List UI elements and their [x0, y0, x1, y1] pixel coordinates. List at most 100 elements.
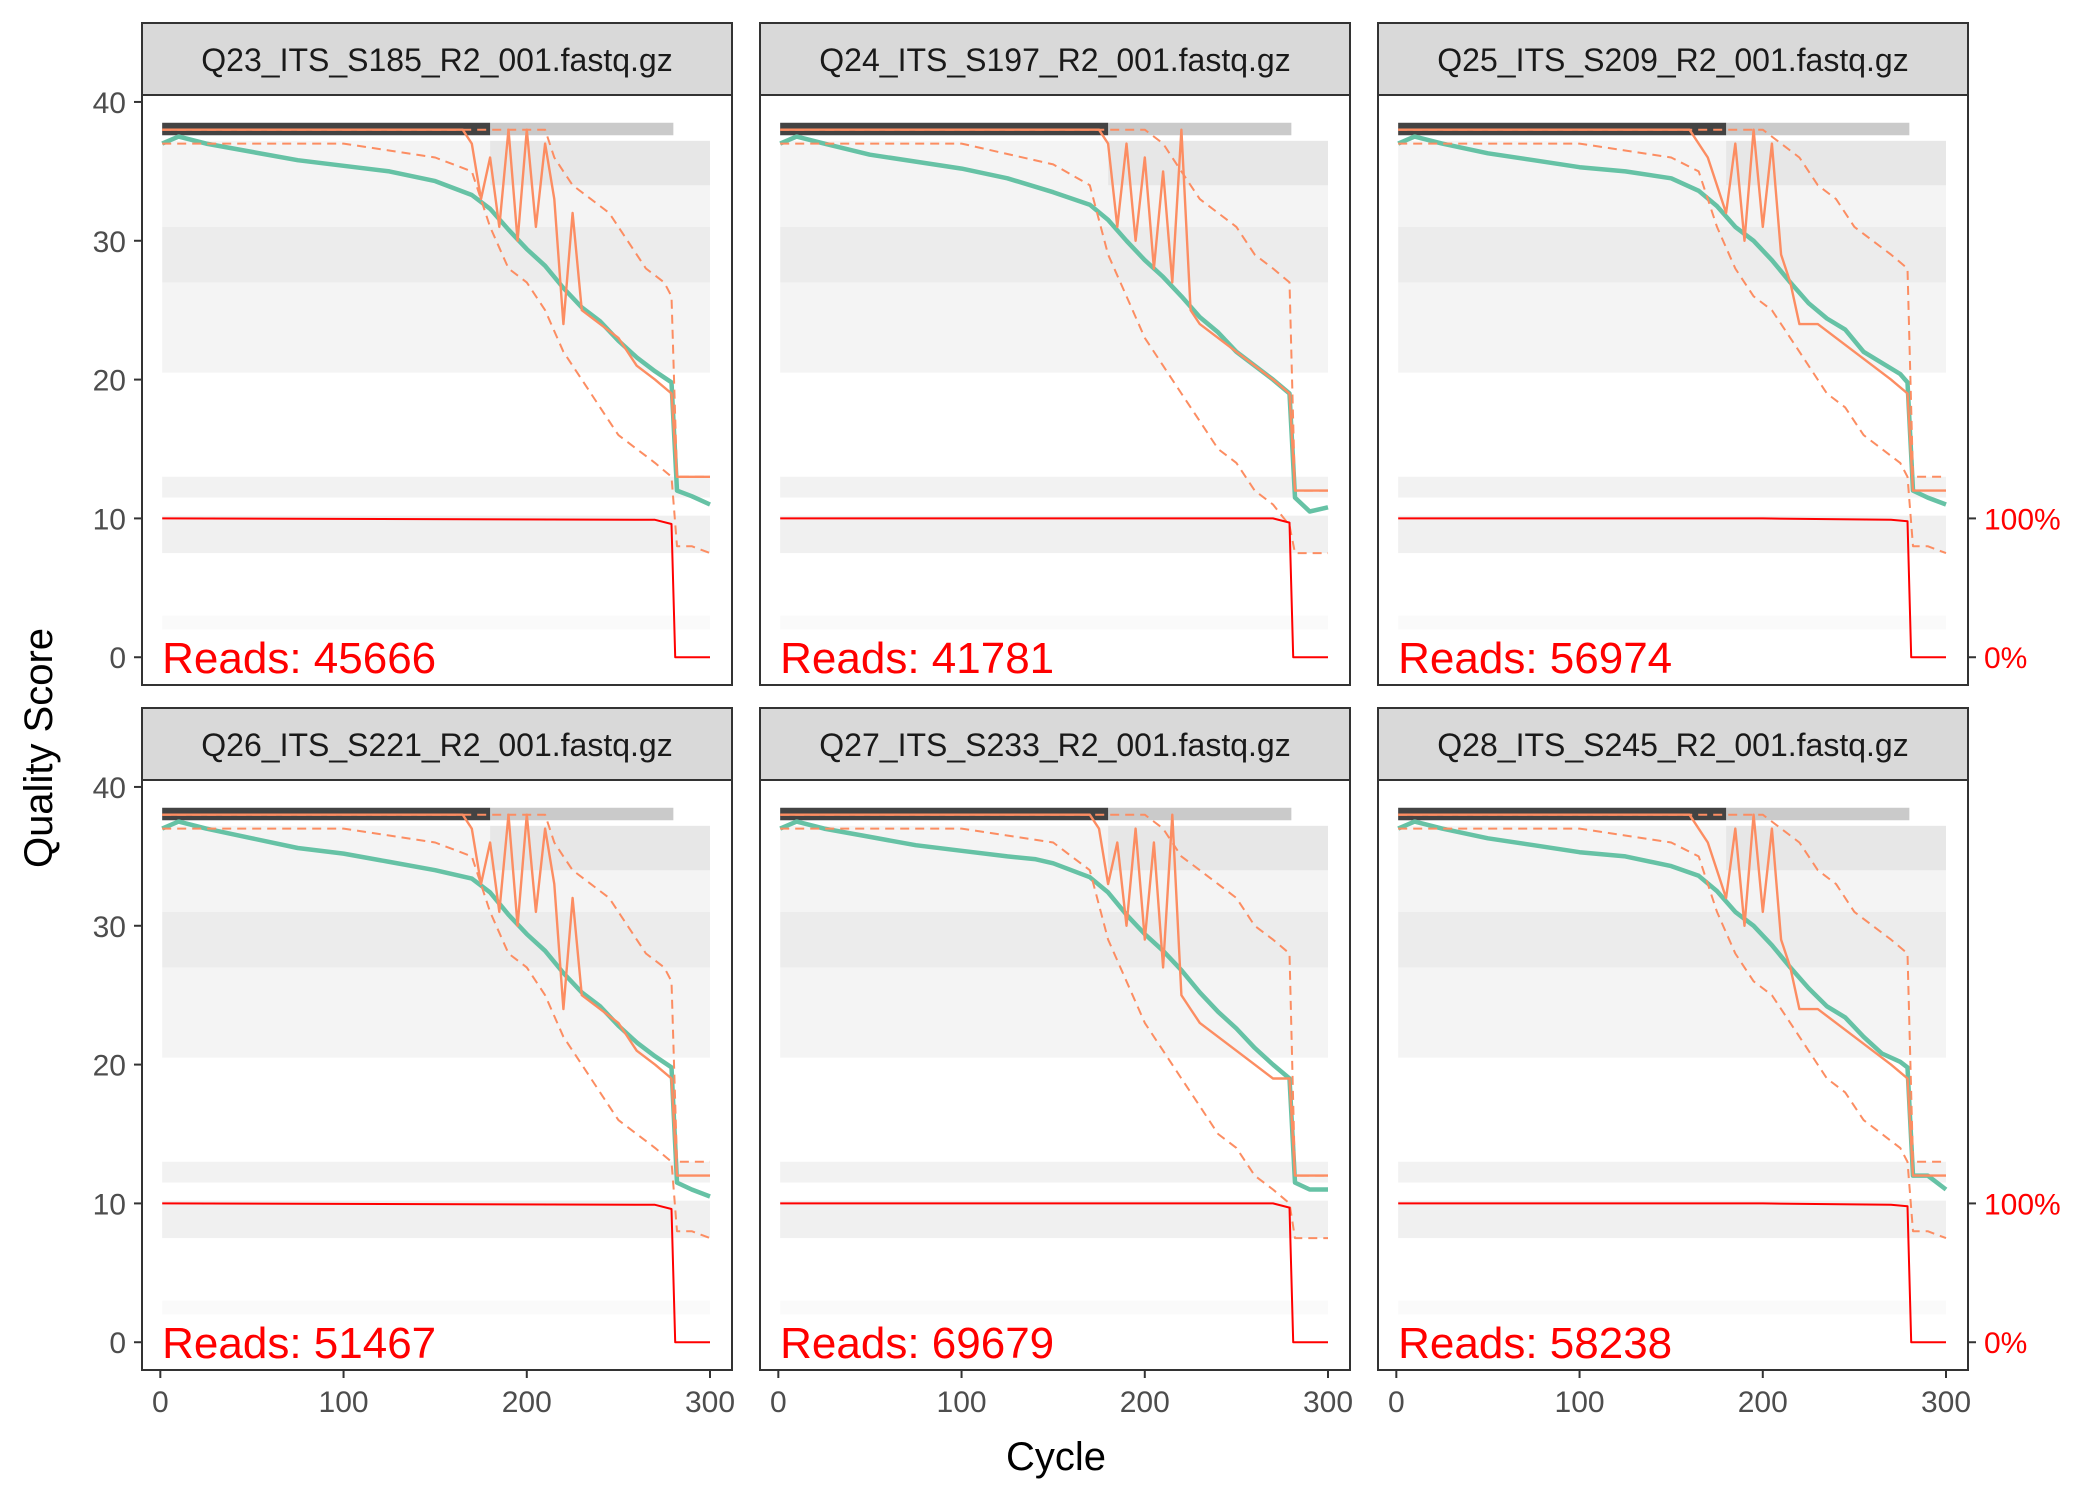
x-tick-label: 300 — [685, 1386, 735, 1419]
heatmap-band — [1726, 825, 1947, 871]
series-line-median — [1398, 813, 1946, 1177]
series-line-cumulative — [780, 517, 1328, 659]
y-tick-label: 20 — [93, 365, 126, 398]
x-tick-label: 0 — [152, 1386, 169, 1419]
series-line-cumulative — [162, 1202, 710, 1344]
series-line-q25 — [1398, 827, 1947, 1240]
x-tick-label: 300 — [1921, 1386, 1971, 1419]
x-tick-label: 100 — [1555, 1386, 1605, 1419]
reads-count-label: Reads: 58238 — [1398, 1319, 1672, 1368]
heatmap-band — [780, 1200, 1329, 1239]
reads-count-label: Reads: 56974 — [1398, 634, 1672, 683]
y-tick-label: 0 — [109, 1327, 126, 1360]
panel-border — [759, 779, 1351, 1371]
heatmap-band — [1108, 825, 1329, 871]
facet-panel: Q27_ITS_S233_R2_001.fastq.gz Reads: 69679… — [759, 707, 1353, 1419]
y-tick-label: 0 — [109, 642, 126, 675]
facet-strip — [759, 22, 1351, 96]
y-tick-label: 20 — [93, 1050, 126, 1083]
series-line-q75 — [162, 128, 710, 478]
facet-title: Q23_ITS_S185_R2_001.fastq.gz — [201, 42, 672, 78]
series-line-median — [780, 813, 1328, 1177]
series-line-median — [780, 128, 1328, 492]
facet-panel: Q26_ITS_S221_R2_001.fastq.gz Reads: 51467… — [93, 707, 735, 1419]
x-tick-label: 0 — [770, 1386, 787, 1419]
facet-title: Q25_ITS_S209_R2_001.fastq.gz — [1437, 42, 1908, 78]
facet-title: Q26_ITS_S221_R2_001.fastq.gz — [201, 727, 672, 763]
panel-border — [759, 94, 1351, 686]
y-tick-label: 40 — [93, 772, 126, 805]
heatmap-band — [162, 1301, 710, 1315]
x-axis-title: Cycle — [1006, 1435, 1106, 1479]
panel-border — [141, 94, 733, 686]
panel-border — [141, 779, 733, 1371]
heatmap-high-band — [1108, 122, 1292, 136]
panel-background — [760, 780, 1350, 1370]
facet-strip — [759, 707, 1351, 781]
heatmap-band — [1398, 476, 1947, 498]
panel-border — [1377, 94, 1969, 686]
secondary-tick-label: 0% — [1984, 642, 2027, 675]
x-tick-label: 300 — [1303, 1386, 1353, 1419]
heatmap-band — [162, 825, 711, 1058]
facet-panel: Q25_ITS_S209_R2_001.fastq.gz Reads: 56974… — [1377, 22, 2061, 686]
series-line-q75 — [780, 813, 1328, 1177]
heatmap-band — [1108, 140, 1329, 186]
x-tick-label: 0 — [1388, 1386, 1405, 1419]
heatmap-band — [1726, 140, 1947, 186]
series-line-mean — [161, 819, 711, 1199]
heatmap-high-band — [1726, 122, 1910, 136]
heatmap-band — [1398, 1161, 1947, 1183]
facet-panel: Q24_ITS_S197_R2_001.fastq.gz Reads: 41781 — [759, 22, 1351, 686]
heatmap-band — [162, 227, 710, 283]
x-tick-label: 200 — [1120, 1386, 1170, 1419]
heatmap-high-band — [1108, 807, 1292, 821]
heatmap-high-band — [490, 122, 674, 136]
series-line-cumulative — [780, 1202, 1328, 1344]
heatmap-high-band — [1726, 807, 1910, 821]
series-line-q25 — [162, 827, 711, 1240]
quality-heatmap — [162, 807, 711, 1315]
series-line-mean — [779, 819, 1328, 1192]
reads-count-label: Reads: 41781 — [780, 634, 1054, 683]
heatmap-band — [162, 1200, 711, 1239]
facet-title: Q28_ITS_S245_R2_001.fastq.gz — [1437, 727, 1908, 763]
series-line-q75 — [1398, 813, 1946, 1163]
series-line-median — [162, 813, 710, 1177]
series-line-q75 — [162, 813, 710, 1163]
x-tick-label: 100 — [937, 1386, 987, 1419]
facet-title: Q24_ITS_S197_R2_001.fastq.gz — [819, 42, 1290, 78]
facet-strip — [141, 22, 733, 96]
secondary-tick-label: 100% — [1984, 1188, 2061, 1221]
reads-count-label: Reads: 51467 — [162, 1319, 436, 1368]
heatmap-band — [780, 227, 1328, 283]
facet-panels: Q23_ITS_S185_R2_001.fastq.gz Reads: 45666… — [93, 22, 2061, 1419]
heatmap-band — [1398, 515, 1947, 554]
panel-background — [142, 780, 732, 1370]
y-tick-label: 40 — [93, 87, 126, 120]
panel-background — [1378, 780, 1968, 1370]
series-line-q25 — [1398, 142, 1947, 555]
heatmap-band — [490, 140, 711, 186]
y-tick-label: 10 — [93, 1188, 126, 1221]
panel-background — [1378, 95, 1968, 685]
series-line-cumulative — [162, 517, 710, 659]
x-tick-label: 200 — [502, 1386, 552, 1419]
heatmap-band — [780, 140, 1329, 373]
series-line-q75 — [1398, 128, 1946, 478]
heatmap-band — [780, 912, 1328, 968]
heatmap-band — [780, 476, 1329, 498]
heatmap-high-band — [490, 807, 674, 821]
series-line-mean — [1397, 819, 1948, 1192]
series-line-mean — [161, 134, 711, 507]
heatmap-band — [1398, 1200, 1947, 1239]
heatmap-band — [162, 616, 710, 630]
reads-count-label: Reads: 69679 — [780, 1319, 1054, 1368]
x-tick-label: 100 — [319, 1386, 369, 1419]
secondary-tick-label: 0% — [1984, 1327, 2027, 1360]
heatmap-band — [162, 912, 710, 968]
series-line-cumulative — [1398, 517, 1946, 659]
secondary-tick-label: 100% — [1984, 503, 2061, 536]
facet-strip — [1377, 22, 1969, 96]
